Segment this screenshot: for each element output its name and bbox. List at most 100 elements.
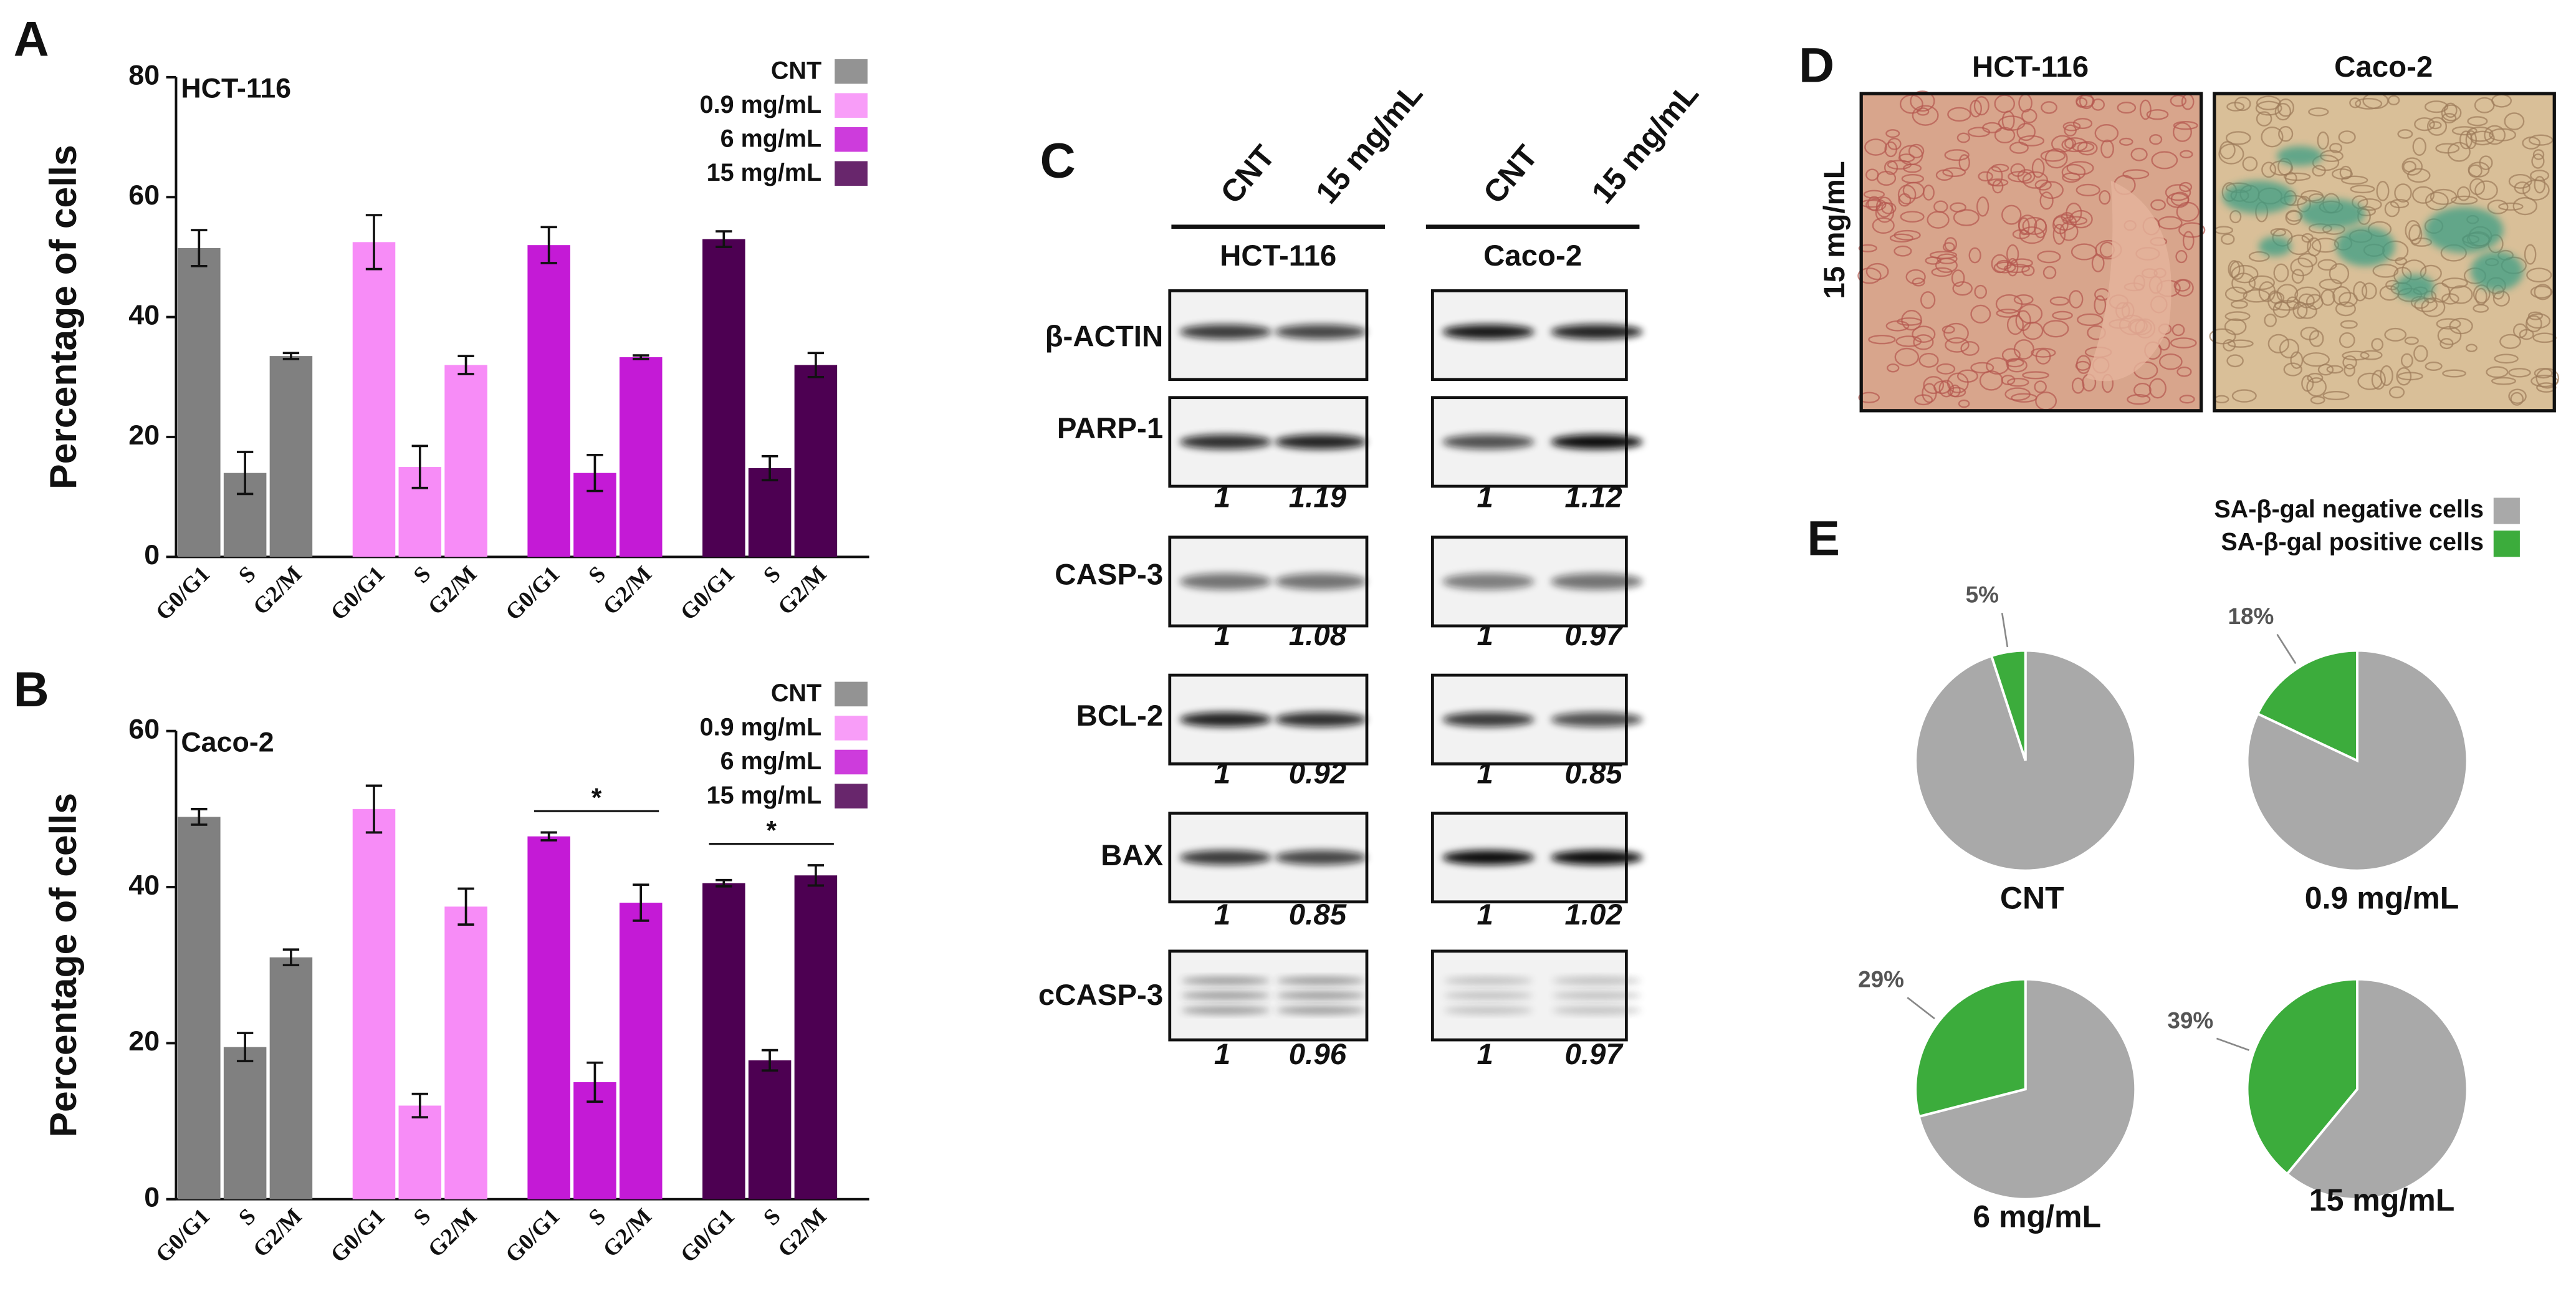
cell bbox=[2322, 391, 2350, 400]
cell bbox=[2041, 101, 2057, 114]
legend-label: CNT bbox=[771, 57, 821, 84]
bar bbox=[223, 1047, 267, 1199]
x-tick-label: S bbox=[758, 561, 785, 588]
cell bbox=[2022, 216, 2047, 235]
ratio: 1 bbox=[1477, 898, 1493, 931]
bar bbox=[398, 1105, 442, 1199]
cell bbox=[2339, 332, 2355, 348]
cell bbox=[2301, 375, 2314, 392]
blot-band bbox=[1181, 991, 1270, 1000]
cell bbox=[2371, 370, 2386, 390]
cell bbox=[1942, 242, 1955, 252]
cell bbox=[2223, 339, 2236, 352]
error-bar bbox=[587, 1061, 603, 1103]
pie-slice bbox=[1989, 649, 2027, 761]
cell bbox=[2226, 102, 2245, 112]
error-bar bbox=[411, 444, 428, 489]
legend-label: SA-β-gal negative cells bbox=[2214, 496, 2484, 523]
cell bbox=[2061, 163, 2086, 181]
cell bbox=[1935, 169, 1953, 181]
cell bbox=[2494, 353, 2519, 364]
cell bbox=[2449, 317, 2473, 335]
cell bbox=[2388, 386, 2405, 399]
bar bbox=[527, 836, 570, 1199]
cell bbox=[2484, 125, 2506, 145]
cell bbox=[1945, 337, 1970, 353]
cell bbox=[1967, 127, 1991, 138]
cell bbox=[2077, 313, 2104, 327]
blot-band bbox=[1276, 991, 1366, 1000]
x-tick-label: G2/M bbox=[598, 561, 656, 620]
cell bbox=[2459, 130, 2473, 150]
ratio: 0.85 bbox=[1289, 898, 1347, 931]
cell bbox=[1970, 362, 1994, 374]
legend-swatch bbox=[835, 749, 868, 775]
blot-band bbox=[1442, 573, 1535, 590]
bar bbox=[352, 809, 396, 1199]
blot-band bbox=[1276, 1006, 1366, 1015]
cell bbox=[2221, 233, 2235, 245]
cell bbox=[2534, 284, 2552, 300]
cell bbox=[2510, 391, 2524, 406]
cell bbox=[1884, 160, 1898, 175]
cell bbox=[2059, 221, 2079, 241]
cell bbox=[2380, 365, 2393, 387]
blot-band bbox=[1275, 435, 1367, 449]
cell bbox=[2440, 338, 2454, 350]
cell bbox=[2008, 171, 2032, 183]
legend-swatch bbox=[835, 161, 868, 186]
cell bbox=[2489, 128, 2517, 142]
blot-band bbox=[1442, 850, 1535, 865]
ratio: 1 bbox=[1477, 1038, 1493, 1071]
cell bbox=[2451, 126, 2478, 136]
ratio: 1.08 bbox=[1289, 619, 1347, 652]
cell bbox=[2011, 393, 2037, 403]
x-tick-label: G2/M bbox=[248, 1203, 307, 1262]
cell bbox=[2269, 292, 2285, 304]
row-label: PARP-1 bbox=[1057, 412, 1163, 445]
cell bbox=[1913, 334, 1934, 350]
cell bbox=[2535, 368, 2560, 389]
error-bar bbox=[282, 352, 300, 360]
cell bbox=[2499, 334, 2522, 349]
cell bbox=[2473, 304, 2489, 313]
cell bbox=[2072, 118, 2093, 130]
legend-swatch bbox=[835, 127, 868, 152]
legend-swatch bbox=[835, 716, 868, 741]
blot-band bbox=[1551, 850, 1643, 865]
cell bbox=[2040, 150, 2066, 162]
cell bbox=[1937, 253, 1958, 264]
cell bbox=[2165, 184, 2191, 201]
cell bbox=[2350, 185, 2375, 194]
y-tick-label: 40 bbox=[128, 299, 160, 330]
x-tick-label: G0/G1 bbox=[325, 561, 390, 625]
stain bbox=[2425, 207, 2504, 253]
cell bbox=[2395, 257, 2408, 266]
cell bbox=[2355, 97, 2383, 110]
cell bbox=[1897, 185, 1917, 205]
cell bbox=[2329, 143, 2343, 153]
cell bbox=[1996, 259, 2012, 270]
cell bbox=[2353, 281, 2368, 302]
cell bbox=[2256, 95, 2281, 111]
pie-slice bbox=[1914, 977, 2027, 1118]
cell bbox=[1947, 107, 1971, 122]
cell bbox=[1933, 200, 1948, 213]
cell bbox=[2404, 336, 2419, 345]
cell bbox=[1912, 277, 1925, 287]
cell bbox=[2426, 117, 2448, 136]
cell bbox=[1908, 143, 1925, 158]
bar bbox=[352, 242, 396, 557]
cell bbox=[2400, 353, 2413, 368]
cell bbox=[2158, 353, 2183, 370]
cell bbox=[2031, 347, 2056, 358]
cell bbox=[2127, 394, 2151, 405]
cell bbox=[2013, 339, 2034, 360]
cell bbox=[2099, 190, 2111, 205]
cell bbox=[2174, 279, 2194, 297]
error-bar bbox=[540, 831, 557, 842]
cell bbox=[2226, 354, 2244, 368]
cell bbox=[2035, 348, 2051, 365]
pie-slice bbox=[2256, 649, 2359, 763]
cell bbox=[2424, 100, 2449, 113]
